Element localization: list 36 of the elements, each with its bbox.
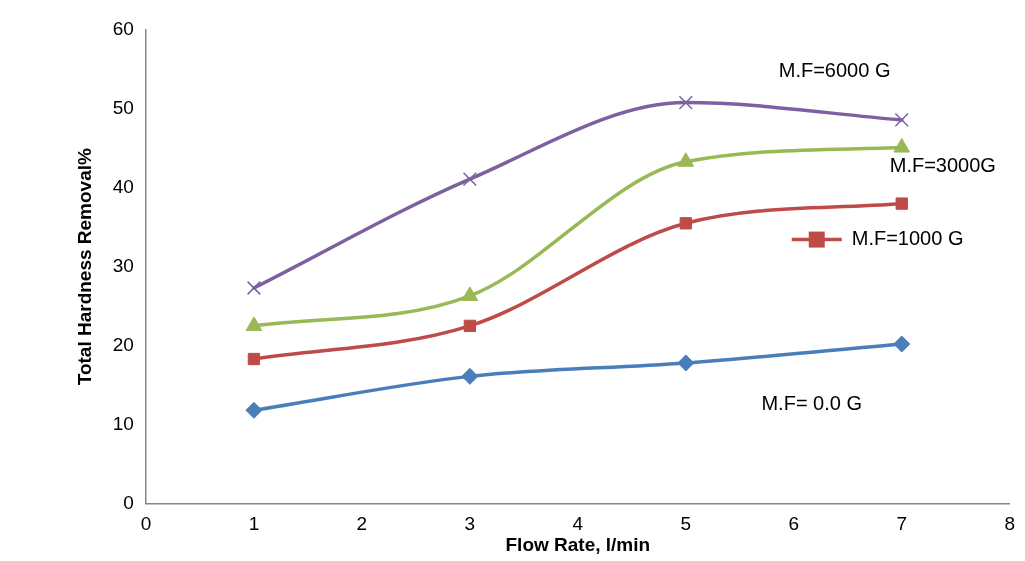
y-tick-label: 40 — [112, 176, 134, 198]
point — [895, 197, 908, 210]
x-tick-label: 1 — [248, 513, 260, 535]
point — [461, 367, 479, 385]
legend-label: M.F=1000 G — [851, 227, 964, 250]
series-label: M.F= 0.0 G — [761, 391, 863, 414]
point — [677, 152, 695, 167]
y-tick-label: 20 — [112, 333, 134, 355]
point — [462, 172, 477, 187]
y-tick-label: 0 — [123, 491, 134, 513]
x-tick-label: 5 — [680, 513, 692, 535]
x-tick-label: 4 — [572, 513, 584, 535]
series-label: M.F=6000 G — [778, 59, 891, 82]
point — [678, 95, 693, 110]
point — [245, 401, 263, 419]
y-tick-label: 60 — [112, 18, 134, 40]
y-tick-label: 30 — [112, 254, 134, 276]
y-axis-title: Total Hardness Removal% — [73, 147, 95, 386]
point — [463, 319, 477, 333]
x-tick-label: 8 — [1004, 513, 1016, 535]
point — [893, 335, 911, 353]
point — [679, 217, 692, 230]
y-tick-label: 10 — [112, 412, 134, 434]
x-tick-label: 0 — [140, 513, 152, 535]
series-label: M.F=3000G — [889, 154, 996, 177]
point — [677, 354, 695, 372]
point — [247, 352, 261, 366]
y-tick-label: 50 — [112, 97, 134, 119]
x-tick-label: 3 — [464, 513, 476, 535]
point — [893, 138, 911, 153]
point — [894, 112, 909, 128]
x-tick-label: 6 — [788, 513, 800, 535]
x-tick-label: 2 — [356, 513, 368, 535]
point — [246, 280, 262, 296]
x-axis-title: Flow Rate, l/min — [505, 533, 651, 555]
x-tick-label: 7 — [896, 513, 908, 535]
